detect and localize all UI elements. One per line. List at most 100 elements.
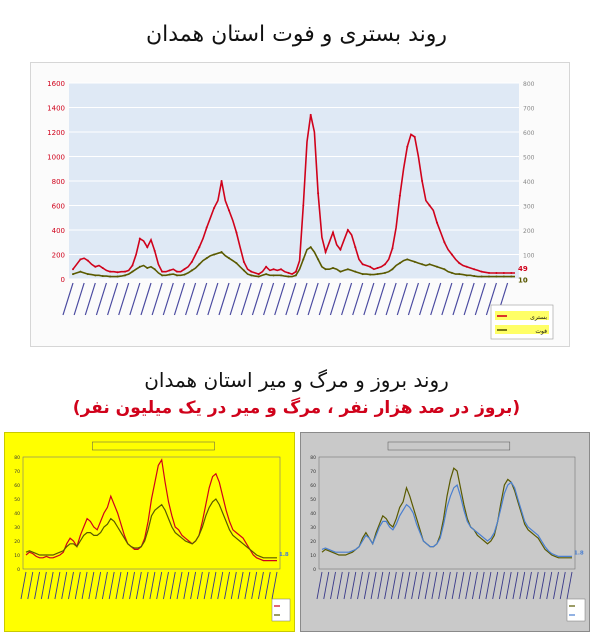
y-right-tick-label: 0	[523, 277, 527, 284]
data-point	[198, 263, 201, 266]
data-label: 1.8	[279, 552, 289, 558]
y-tick-label: 20	[14, 539, 20, 545]
data-point	[510, 271, 513, 274]
x-tick-label	[54, 571, 61, 600]
x-tick-label	[458, 571, 465, 600]
x-tick-label	[207, 282, 219, 316]
data-point	[124, 274, 126, 277]
data-point	[361, 273, 364, 276]
data-point	[465, 274, 468, 277]
x-tick-label	[140, 282, 152, 316]
y-tick-label: 80	[14, 455, 20, 461]
y-right-tick-label: 500	[523, 155, 535, 162]
data-point	[421, 180, 424, 182]
y-tick-label: 70	[310, 469, 316, 475]
legend-swatch-bg	[495, 325, 549, 334]
x-tick-label	[101, 571, 108, 600]
data-point	[294, 274, 297, 277]
data-point	[265, 273, 268, 276]
data-point	[220, 180, 223, 182]
x-tick-label	[505, 571, 512, 600]
x-tick-label	[262, 282, 275, 316]
incidence-chart-right: 0 10 20 30 40 50 60 70 80 1.8	[310, 441, 586, 622]
series-line-1	[72, 114, 515, 275]
data-point	[436, 265, 438, 268]
x-tick-label	[385, 282, 397, 316]
data-point	[317, 258, 320, 261]
x-tick-label	[203, 571, 210, 600]
page-subtitle-bottom: (بروز در صد هزار نفر ، مرگ و میر در یک م…	[72, 398, 521, 418]
data-point	[168, 273, 171, 276]
x-tick-label	[323, 571, 330, 600]
x-tick-label	[329, 282, 342, 316]
data-point	[176, 270, 178, 273]
data-point	[72, 268, 74, 271]
y-right-tick-label: 100	[523, 253, 535, 260]
data-point	[138, 237, 141, 240]
data-point	[309, 246, 312, 249]
y-tick-label: 0	[313, 567, 316, 573]
x-tick-label	[237, 571, 244, 600]
data-point	[198, 246, 201, 249]
x-tick-label	[390, 571, 397, 600]
data-point	[406, 258, 409, 261]
data-point	[495, 271, 498, 274]
data-point	[94, 274, 97, 277]
data-point	[428, 263, 431, 266]
data-point	[324, 251, 327, 254]
x-tick-label	[492, 571, 499, 600]
data-point	[161, 270, 164, 273]
data-point	[317, 192, 320, 195]
x-tick-label	[40, 571, 47, 600]
x-tick-label	[176, 571, 183, 600]
data-point	[138, 265, 141, 268]
x-tick-label	[296, 282, 308, 316]
x-tick-label	[169, 571, 176, 600]
data-point	[376, 273, 379, 276]
x-tick-label	[173, 282, 186, 316]
data-point	[458, 262, 461, 265]
x-tick-label	[163, 571, 169, 600]
x-tick-label	[196, 571, 203, 600]
y-right-tick-label: 400	[523, 179, 535, 186]
x-tick-label	[411, 571, 418, 600]
series-line-1	[321, 467, 572, 559]
x-tick-label	[451, 571, 458, 600]
x-tick-label	[478, 571, 485, 600]
data-point	[101, 266, 104, 269]
y-tick-label: 1600	[47, 80, 65, 88]
data-point	[250, 270, 253, 273]
y-tick-label: 60	[14, 483, 20, 489]
x-tick-label	[95, 282, 108, 316]
data-point	[183, 268, 186, 271]
x-tick-label	[438, 571, 445, 600]
chart-panel-right: 0 10 20 30 40 50 60 70 80 1.8	[300, 432, 590, 632]
x-tick-label	[363, 282, 375, 316]
x-tick-label	[307, 282, 319, 316]
x-tick-label	[418, 282, 431, 316]
y-right-tick-label: 200	[523, 228, 535, 235]
series-line-1	[25, 458, 277, 562]
y-tick-label: 30	[14, 525, 20, 531]
data-point	[495, 275, 498, 278]
data-point	[502, 275, 505, 278]
data-point	[101, 275, 104, 278]
x-tick-label	[430, 282, 442, 316]
x-tick-label	[512, 571, 519, 600]
x-tick-label	[184, 282, 197, 316]
x-tick-label	[471, 571, 478, 600]
x-tick-label	[271, 571, 278, 600]
data-point	[235, 231, 238, 234]
data-point	[332, 266, 334, 269]
x-tick-label	[135, 571, 142, 600]
x-tick-label	[244, 571, 251, 600]
x-tick-label	[384, 571, 391, 600]
data-point	[398, 194, 401, 197]
data-point	[242, 260, 245, 263]
data-point	[280, 268, 282, 271]
x-tick-label	[156, 571, 163, 600]
x-tick-label	[396, 282, 408, 316]
data-point	[272, 268, 275, 271]
data-point	[436, 221, 438, 224]
data-point	[153, 249, 156, 252]
